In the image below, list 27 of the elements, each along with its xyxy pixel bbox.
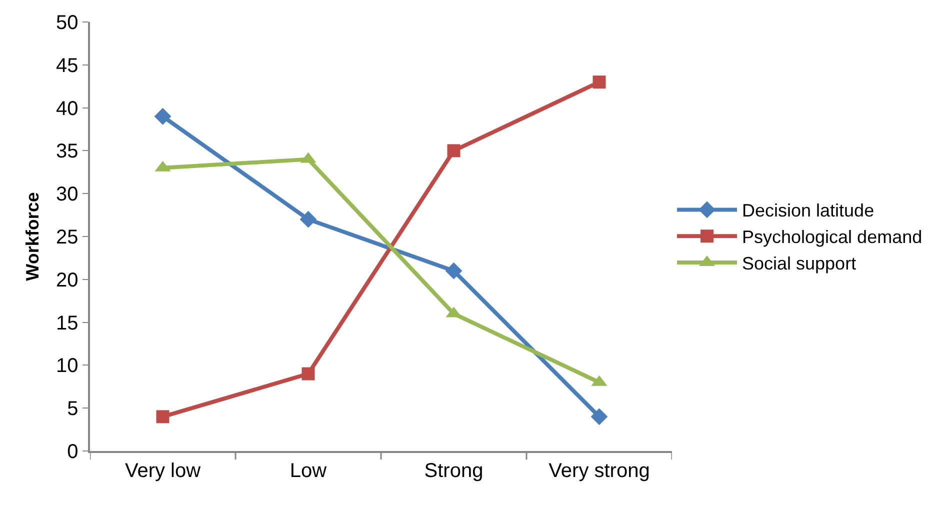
legend-label: Social support xyxy=(742,254,856,274)
point xyxy=(154,108,172,125)
legend-label: Psychological demand xyxy=(742,227,922,248)
y-tick-label: 5 xyxy=(67,398,78,420)
point xyxy=(592,76,606,89)
x-tick-label: Strong xyxy=(424,460,484,482)
point xyxy=(156,410,170,424)
x-tick-label: Very strong xyxy=(548,460,650,482)
y-axis-title: Workforce xyxy=(22,192,43,281)
y-tick-label: 25 xyxy=(56,226,78,248)
y-tick-label: 45 xyxy=(56,54,78,77)
y-tick-label: 0 xyxy=(67,441,78,463)
point xyxy=(447,144,460,158)
point xyxy=(302,367,315,380)
y-tick-label: 30 xyxy=(56,184,78,206)
x-tick-label: Low xyxy=(290,460,328,482)
y-tick-label: 10 xyxy=(56,355,78,378)
x-tick-label: Very low xyxy=(124,460,202,482)
y-tick-label: 50 xyxy=(56,12,78,34)
y-tick-label: 20 xyxy=(56,269,78,292)
point xyxy=(445,262,462,280)
y-tick-label: 35 xyxy=(56,140,78,163)
y-tick-label: 15 xyxy=(56,312,78,334)
point xyxy=(590,408,608,426)
legend-label: Decision latitude xyxy=(742,200,874,221)
point xyxy=(300,210,317,228)
y-tick-label: 40 xyxy=(56,98,78,120)
